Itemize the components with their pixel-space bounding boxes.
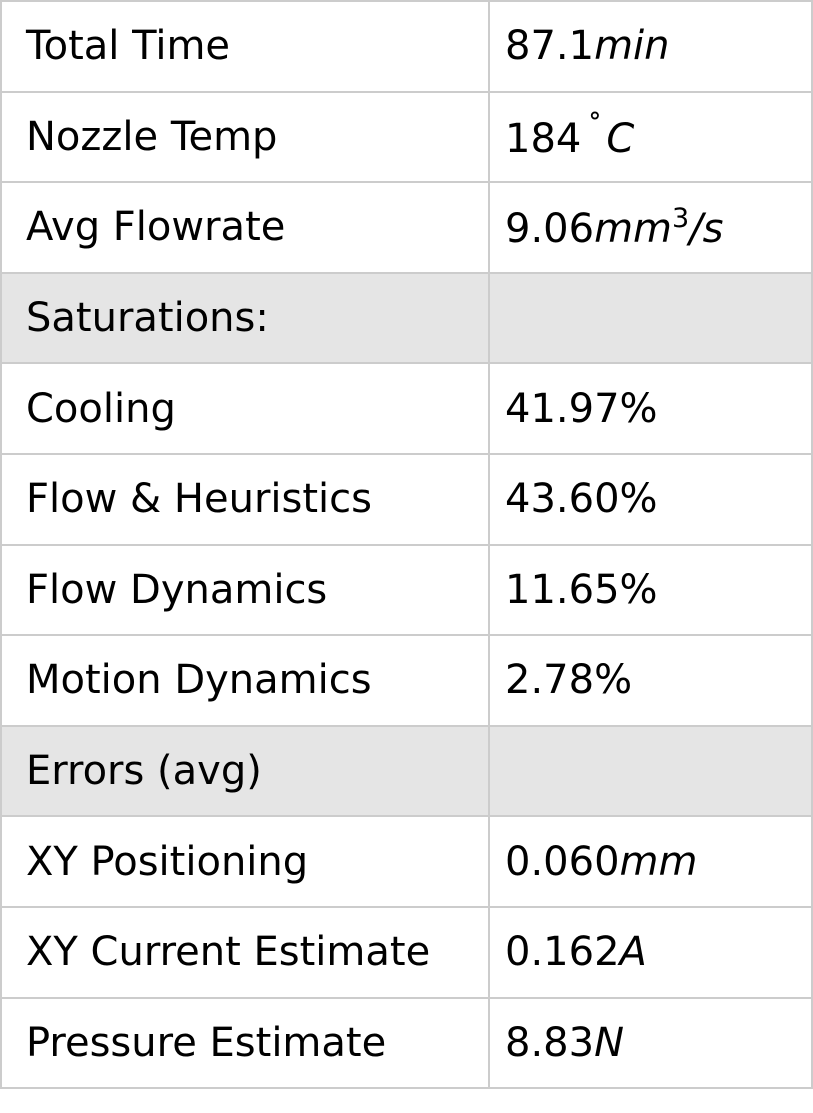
table-row: Cooling 41.97% <box>0 362 813 455</box>
table-row: Motion Dynamics 2.78% <box>0 634 813 727</box>
value-num: 9.06 <box>505 205 595 252</box>
table-row: Nozzle Temp 184 ˚ C <box>0 90 813 184</box>
row-value <box>488 724 813 818</box>
value-unit: A <box>619 929 647 976</box>
table-body: Total Time 87.1min Nozzle Temp 184 ˚ C Avg Flo… <box>0 0 813 1090</box>
row-value: 41.97% <box>488 362 813 455</box>
value-num: 0.162 <box>505 929 620 976</box>
row-label: XY Current Estimate <box>0 905 490 999</box>
print-stats-table: Total Time 87.1min Nozzle Temp 184 ˚ C Avg Flo… <box>0 0 813 1090</box>
row-label: Motion Dynamics <box>0 634 490 727</box>
row-value: 11.65% <box>488 543 813 637</box>
value-unit: mm <box>594 205 672 252</box>
row-label: XY Positioning <box>0 815 490 908</box>
value-num: 2.78% <box>505 657 633 704</box>
value-sup: 3 <box>672 202 690 234</box>
value-unit: C <box>606 116 635 163</box>
value-num: 43.60% <box>505 476 658 523</box>
row-label: Flow Dynamics <box>0 543 490 637</box>
value-num: 41.97% <box>505 385 658 432</box>
row-label: Total Time <box>0 0 490 93</box>
value-num: 8.83 <box>505 1019 595 1066</box>
section-header-row: Errors (avg) <box>0 724 813 818</box>
section-header-row: Saturations: <box>0 271 813 365</box>
table-row: Avg Flowrate 9.06mm3/s <box>0 181 813 274</box>
row-label: Saturations: <box>0 271 490 365</box>
value-unit: N <box>594 1019 624 1066</box>
table-row: Flow & Heuristics 43.60% <box>0 452 813 546</box>
row-value: 43.60% <box>488 452 813 546</box>
row-value <box>488 271 813 365</box>
table-row: XY Positioning 0.060mm <box>0 815 813 908</box>
row-value: 2.78% <box>488 634 813 727</box>
value-unit: min <box>594 23 670 70</box>
table-row: XY Current Estimate 0.162A <box>0 905 813 999</box>
value-tail: /s <box>689 205 724 252</box>
row-value: 9.06mm3/s <box>488 181 813 274</box>
table-row: Total Time 87.1min <box>0 0 813 93</box>
value-unit: mm <box>619 838 698 885</box>
row-label: Nozzle Temp <box>0 90 490 184</box>
row-label: Avg Flowrate <box>0 181 490 274</box>
row-value: 8.83N <box>488 996 813 1090</box>
row-label: Cooling <box>0 362 490 455</box>
row-value: 87.1min <box>488 0 813 93</box>
value-num: 11.65% <box>505 566 658 613</box>
value-num: 184 <box>505 116 582 163</box>
row-label: Errors (avg) <box>0 724 490 818</box>
table-row: Pressure Estimate 8.83N <box>0 996 813 1090</box>
table-row: Flow Dynamics 11.65% <box>0 543 813 637</box>
row-label: Flow & Heuristics <box>0 452 490 546</box>
value-num: 87.1 <box>505 23 595 70</box>
value-deg: ˚ <box>587 111 603 147</box>
row-value: 184 ˚ C <box>488 90 813 184</box>
row-label: Pressure Estimate <box>0 996 490 1090</box>
value-num: 0.060 <box>505 838 620 885</box>
row-value: 0.060mm <box>488 815 813 908</box>
row-value: 0.162A <box>488 905 813 999</box>
